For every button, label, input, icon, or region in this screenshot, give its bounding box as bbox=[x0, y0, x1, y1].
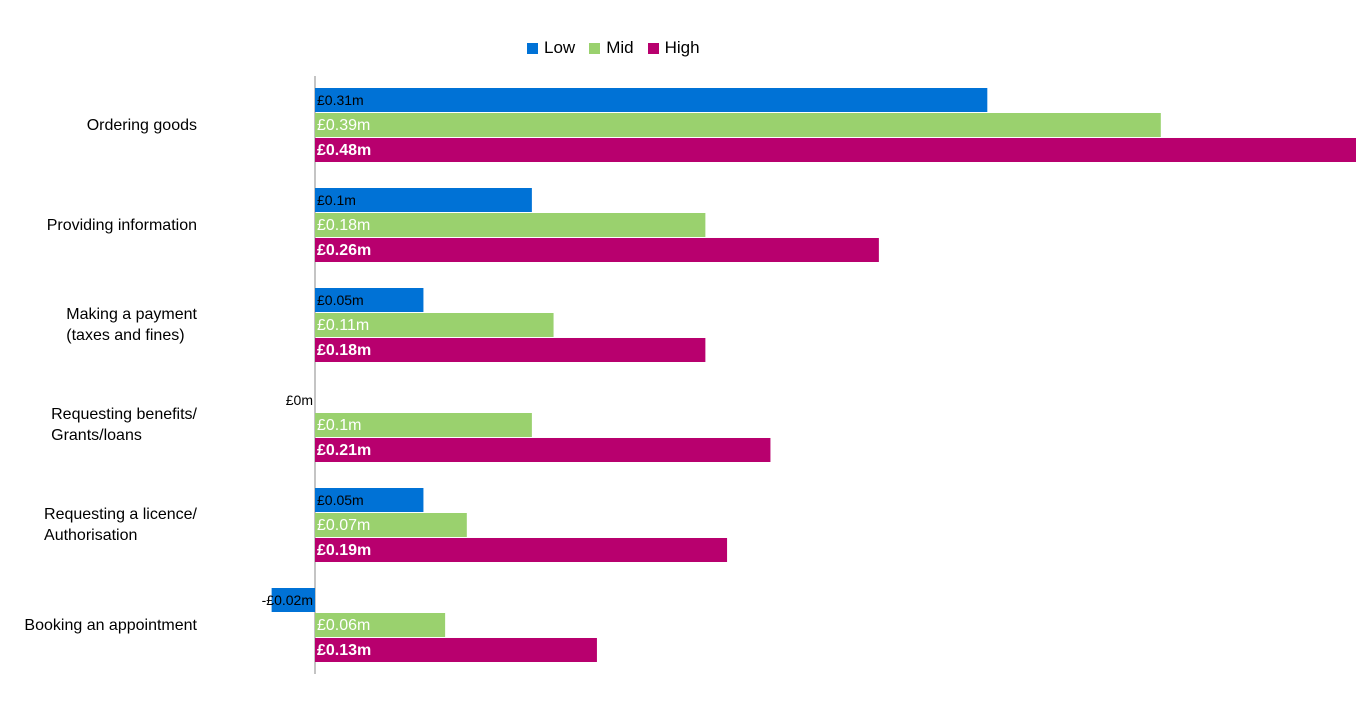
data-label-low: -£0.02m bbox=[262, 592, 313, 608]
bar-low bbox=[315, 88, 988, 112]
bar-mid bbox=[315, 613, 446, 637]
category-label: Booking an appointment bbox=[24, 615, 197, 636]
data-label-high: £0.48m bbox=[317, 142, 371, 159]
category-label: Requesting a licence/Authorisation bbox=[44, 504, 197, 546]
category-label-line: Providing information bbox=[46, 216, 197, 234]
bar-mid bbox=[315, 313, 554, 337]
bar-low bbox=[271, 588, 315, 612]
bar-mid bbox=[315, 413, 532, 437]
data-label-low: £0.05m bbox=[317, 492, 364, 508]
data-label-high: £0.21m bbox=[317, 442, 371, 459]
bar-high bbox=[315, 338, 706, 362]
data-label-mid: £0.39m bbox=[317, 117, 370, 134]
legend-swatch-mid bbox=[589, 42, 601, 54]
data-label-high: £0.19m bbox=[317, 542, 371, 559]
bar-mid bbox=[315, 213, 706, 237]
data-label-mid: £0.06m bbox=[317, 617, 370, 634]
data-label-low: £0m bbox=[286, 392, 313, 408]
category-label-line: Ordering goods bbox=[86, 116, 197, 134]
legend-label-high: High bbox=[664, 38, 700, 57]
data-label-low: £0.05m bbox=[317, 292, 364, 308]
legend-item-mid: Mid bbox=[589, 38, 634, 58]
legend-label-low: Low bbox=[544, 38, 576, 57]
data-label-low: £0.1m bbox=[317, 192, 356, 208]
data-label-high: £0.26m bbox=[317, 242, 371, 259]
bar-high bbox=[315, 438, 771, 462]
category-label: Providing information bbox=[47, 215, 197, 236]
bar-high bbox=[315, 138, 1356, 162]
category-label-line: Authorisation bbox=[44, 527, 138, 544]
category-label: Ordering goods bbox=[87, 115, 197, 136]
legend-item-high: High bbox=[647, 38, 700, 58]
bar-high bbox=[315, 538, 728, 562]
legend-swatch-low bbox=[527, 42, 538, 54]
category-label-line: Requesting benefits/ bbox=[51, 406, 197, 423]
legend-swatch-high bbox=[647, 42, 659, 54]
category-label-line: (taxes and fines) bbox=[66, 327, 185, 344]
data-label-high: £0.18m bbox=[317, 342, 371, 359]
legend-item-low: Low bbox=[527, 38, 575, 58]
data-label-mid: £0.18m bbox=[317, 217, 370, 234]
bar-low bbox=[315, 288, 424, 312]
bar-low bbox=[315, 488, 424, 512]
bar-mid bbox=[315, 113, 1161, 137]
bar-high bbox=[315, 238, 879, 262]
chart-legend: Low Mid High bbox=[527, 38, 700, 58]
data-label-mid: £0.11m bbox=[317, 317, 369, 334]
bar-mid bbox=[315, 513, 467, 537]
data-label-low: £0.31m bbox=[317, 92, 364, 108]
category-label-line: Booking an appointment bbox=[24, 616, 197, 634]
bar-high bbox=[315, 638, 597, 662]
bar-low bbox=[315, 188, 532, 212]
category-label: Requesting benefits/Grants/loans bbox=[51, 404, 197, 446]
legend-label-mid: Mid bbox=[606, 38, 634, 57]
category-label-line: Grants/loans bbox=[51, 427, 142, 444]
data-label-mid: £0.1m bbox=[317, 417, 361, 434]
data-label-high: £0.13m bbox=[317, 642, 371, 659]
data-label-mid: £0.07m bbox=[317, 517, 370, 534]
category-label-line: Making a payment bbox=[66, 306, 197, 323]
category-label-line: Requesting a licence/ bbox=[44, 506, 197, 523]
category-label: Making a payment (taxes and fines) bbox=[66, 304, 197, 346]
